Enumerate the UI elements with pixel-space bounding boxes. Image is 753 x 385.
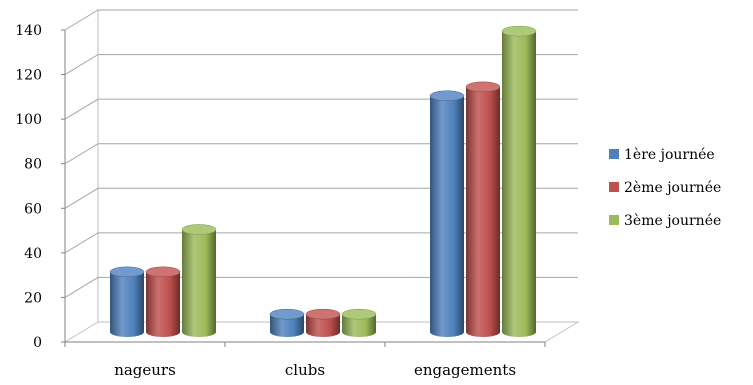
gridline — [64, 54, 578, 75]
y-axis-ticks: 0 20 40 60 80 100 120 140 — [15, 23, 42, 351]
bar-body — [110, 271, 144, 337]
bar-clubs-3 — [341, 308, 377, 337]
bar-body — [146, 271, 180, 337]
legend-label: 1ère journée — [624, 147, 715, 163]
gridline — [64, 9, 578, 31]
y-tick-label: 140 — [15, 23, 42, 39]
bar-top — [181, 224, 217, 235]
y-tick-label: 60 — [24, 201, 42, 217]
bar-body — [342, 314, 376, 337]
bar-top — [429, 90, 465, 102]
bar-body — [502, 31, 536, 338]
gridlines — [61, 9, 578, 343]
bar-nageurs-2 — [145, 266, 181, 337]
y-tick-label: 100 — [15, 112, 42, 128]
bar-clubs-1 — [269, 308, 305, 337]
bar-top — [145, 266, 181, 278]
y-tick-label: 0 — [33, 335, 42, 351]
gridline — [64, 98, 578, 120]
y-tick-label: 40 — [24, 246, 42, 262]
bar-top — [341, 308, 377, 320]
bar-engagements-2 — [465, 81, 501, 337]
gridline — [64, 143, 578, 165]
bar-engagements-1 — [429, 90, 465, 338]
gridline — [64, 187, 578, 209]
bars — [109, 25, 537, 338]
bar-top — [269, 308, 305, 320]
bar-top — [465, 81, 501, 93]
bar-clubs-2 — [305, 308, 341, 337]
bar-body — [306, 314, 340, 337]
legend-label: 3ème journée — [624, 213, 721, 229]
y-tick-label: 20 — [24, 290, 42, 306]
bar-top — [109, 266, 145, 278]
bar-engagements-3 — [501, 25, 537, 338]
bar-body — [182, 229, 216, 337]
x-category-label: engagements — [414, 361, 516, 379]
bar-body — [430, 95, 464, 338]
bar-body — [466, 86, 500, 337]
y-tick-label: 80 — [24, 157, 42, 173]
legend-swatch — [609, 149, 619, 159]
x-category-label: nageurs — [114, 361, 176, 379]
bar-top — [501, 25, 537, 37]
bar-nageurs-1 — [109, 266, 145, 337]
legend-label: 2ème journée — [624, 180, 721, 196]
x-category-label: clubs — [285, 361, 325, 379]
x-axis-categories: nageurs clubs engagements — [114, 361, 516, 379]
y-tick-label: 120 — [15, 68, 42, 84]
legend-swatch — [609, 215, 619, 225]
bar-nageurs-3 — [181, 224, 217, 337]
gridline — [64, 276, 578, 298]
x-axis — [64, 341, 546, 347]
bar-body — [270, 314, 304, 337]
bar-top — [305, 308, 341, 320]
gridline — [64, 232, 578, 254]
legend: 1ère journée 2ème journée 3ème journée — [609, 147, 721, 229]
legend-swatch — [609, 182, 619, 192]
